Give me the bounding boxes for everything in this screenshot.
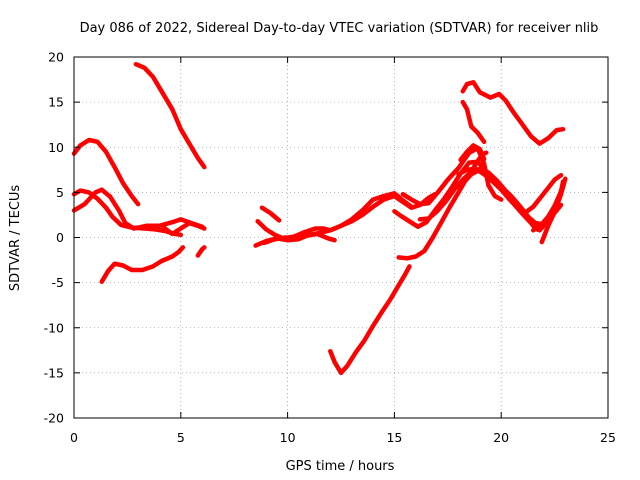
data-series-marks-arc-10 [261,207,280,222]
data-series-marks-arc-20 [462,81,564,145]
data-series-marks-arc-12 [329,266,411,375]
data-series-marks-arc-04 [135,63,205,168]
ticks-layer: 0 5 10 15 20 25 -20 -15 -10 -5 0 5 10 15 20 [44,50,616,446]
data-series-marks-arc-19 [459,144,485,161]
data-series-marks-arc-23 [532,204,562,231]
y-axis-label: SDTVAR / TECUs [8,185,23,292]
data-series-marks-arc-07 [197,246,205,256]
y-tick-label: 5 [56,185,64,200]
x-tick-label: 15 [386,430,402,445]
chart-title: Day 086 of 2022, Sidereal Day-to-day VTE… [80,21,599,36]
data-series-marks-arc-18 [458,168,562,215]
data-series-arc-07 [195,245,207,258]
x-tick-label: 20 [493,430,509,445]
x-axis-label: GPS time / hours [286,459,395,474]
y-tick-label: -20 [44,411,64,426]
x-tick-label: 25 [600,430,616,445]
data-series-arc-04 [133,61,207,170]
data-series-marks-arc-02 [73,189,181,236]
data-series-marks-arc-03 [73,188,203,230]
data-series-marks-arc-05 [101,246,184,283]
data-series-arc-06 [161,220,207,237]
y-tick-label: 0 [56,230,64,245]
x-tick-label: 5 [177,430,185,445]
y-tick-label: 10 [48,140,64,155]
x-tick-label: 0 [70,430,78,445]
y-tick-label: 20 [48,50,64,65]
x-tick-label: 10 [280,430,296,445]
data-series-marks-arc-14 [393,160,492,228]
y-tick-label: -15 [44,365,64,380]
grid-layer [74,57,608,418]
data-series-arc-21 [460,99,487,145]
traces-layer [71,61,568,376]
y-tick-label: 15 [48,95,64,110]
data-series-marks-arc-01 [73,139,139,205]
data-series-marks-arc-11 [263,233,335,244]
data-series-marks-arc-15 [402,147,502,205]
y-tick-label: -5 [52,275,64,290]
y-tick-label: -10 [44,320,64,335]
